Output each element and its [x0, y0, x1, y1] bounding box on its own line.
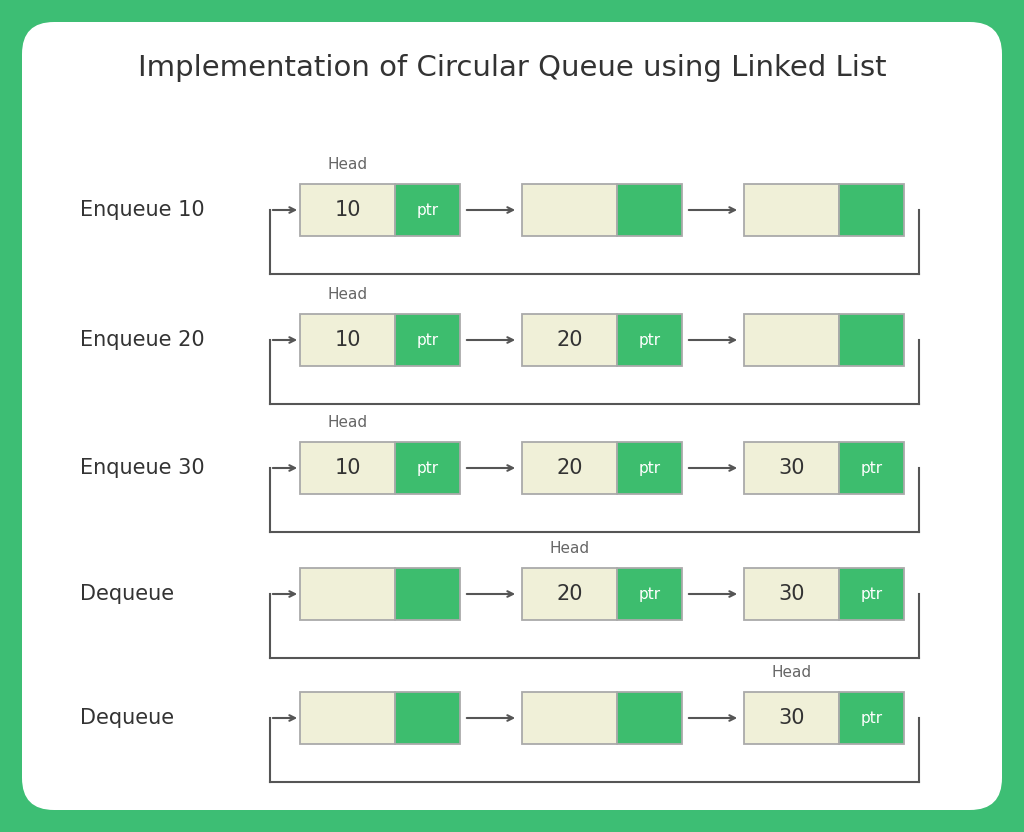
Text: ptr: ptr: [417, 202, 438, 217]
Bar: [744, 184, 839, 236]
Bar: [300, 314, 395, 366]
Text: 20: 20: [556, 584, 583, 604]
Bar: [300, 442, 395, 494]
Bar: [617, 568, 682, 620]
Bar: [300, 568, 395, 620]
Bar: [617, 314, 682, 366]
Bar: [395, 314, 460, 366]
Text: Head: Head: [550, 541, 590, 556]
Bar: [839, 692, 904, 744]
Text: 10: 10: [334, 200, 360, 220]
Bar: [744, 314, 839, 366]
Text: Enqueue 20: Enqueue 20: [80, 330, 205, 350]
Text: ptr: ptr: [417, 460, 438, 476]
Bar: [839, 314, 904, 366]
Text: 30: 30: [778, 458, 805, 478]
FancyBboxPatch shape: [22, 22, 1002, 810]
Text: ptr: ptr: [860, 711, 883, 726]
Text: ptr: ptr: [638, 333, 660, 348]
Bar: [395, 568, 460, 620]
Text: Head: Head: [328, 415, 368, 430]
Bar: [839, 184, 904, 236]
Text: Head: Head: [328, 157, 368, 172]
Text: Implementation of Circular Queue using Linked List: Implementation of Circular Queue using L…: [137, 54, 887, 82]
Bar: [522, 184, 617, 236]
Bar: [522, 692, 617, 744]
Text: Enqueue 30: Enqueue 30: [80, 458, 205, 478]
Bar: [395, 184, 460, 236]
Bar: [617, 184, 682, 236]
Text: 30: 30: [778, 708, 805, 728]
Text: 20: 20: [556, 458, 583, 478]
Bar: [522, 314, 617, 366]
Text: Enqueue 10: Enqueue 10: [80, 200, 205, 220]
Text: ptr: ptr: [638, 460, 660, 476]
Bar: [522, 568, 617, 620]
Bar: [522, 442, 617, 494]
Text: 30: 30: [778, 584, 805, 604]
Text: Head: Head: [771, 665, 812, 680]
Bar: [395, 442, 460, 494]
Bar: [300, 692, 395, 744]
Text: Dequeue: Dequeue: [80, 584, 174, 604]
Text: 10: 10: [334, 330, 360, 350]
Text: ptr: ptr: [417, 333, 438, 348]
Bar: [395, 692, 460, 744]
Text: Dequeue: Dequeue: [80, 708, 174, 728]
Bar: [617, 692, 682, 744]
Bar: [744, 568, 839, 620]
Text: ptr: ptr: [638, 587, 660, 602]
Text: ptr: ptr: [860, 587, 883, 602]
Text: 20: 20: [556, 330, 583, 350]
Text: ptr: ptr: [860, 460, 883, 476]
Text: Head: Head: [328, 287, 368, 302]
Bar: [839, 442, 904, 494]
Bar: [839, 568, 904, 620]
Bar: [744, 442, 839, 494]
Bar: [617, 442, 682, 494]
Bar: [300, 184, 395, 236]
Text: 10: 10: [334, 458, 360, 478]
Bar: [744, 692, 839, 744]
